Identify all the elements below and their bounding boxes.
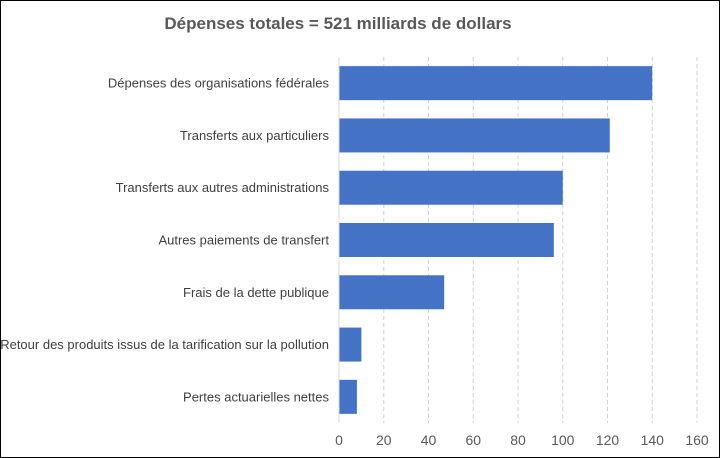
bar <box>339 66 653 101</box>
bar <box>339 379 357 414</box>
x-tick-label: 140 <box>641 432 665 448</box>
category-label: Dépenses des organisations fédérales <box>108 76 330 91</box>
x-tick-label: 60 <box>465 432 481 448</box>
category-label: Pertes actuarielles nettes <box>183 389 329 404</box>
bar <box>339 223 554 257</box>
chart-title: Dépenses totales = 521 milliards de doll… <box>164 14 512 33</box>
bar <box>339 118 610 153</box>
bar <box>339 170 563 205</box>
x-tick-label: 100 <box>551 432 575 448</box>
category-label: Retour des produits issus de la tarifica… <box>1 337 329 352</box>
bar <box>339 275 445 310</box>
x-tick-label: 120 <box>596 432 620 448</box>
x-tick-label: 40 <box>421 432 437 448</box>
category-label: Autres paiements de transfert <box>158 233 329 248</box>
x-tick-label: 80 <box>510 432 526 448</box>
x-tick-label: 0 <box>335 432 343 448</box>
x-tick-label: 20 <box>376 432 392 448</box>
category-label: Frais de la dette publique <box>183 285 329 300</box>
bar <box>339 327 362 362</box>
x-tick-label: 160 <box>685 432 709 448</box>
category-label: Transferts aux autres administrations <box>116 180 330 195</box>
category-label: Transferts aux particuliers <box>180 128 330 143</box>
